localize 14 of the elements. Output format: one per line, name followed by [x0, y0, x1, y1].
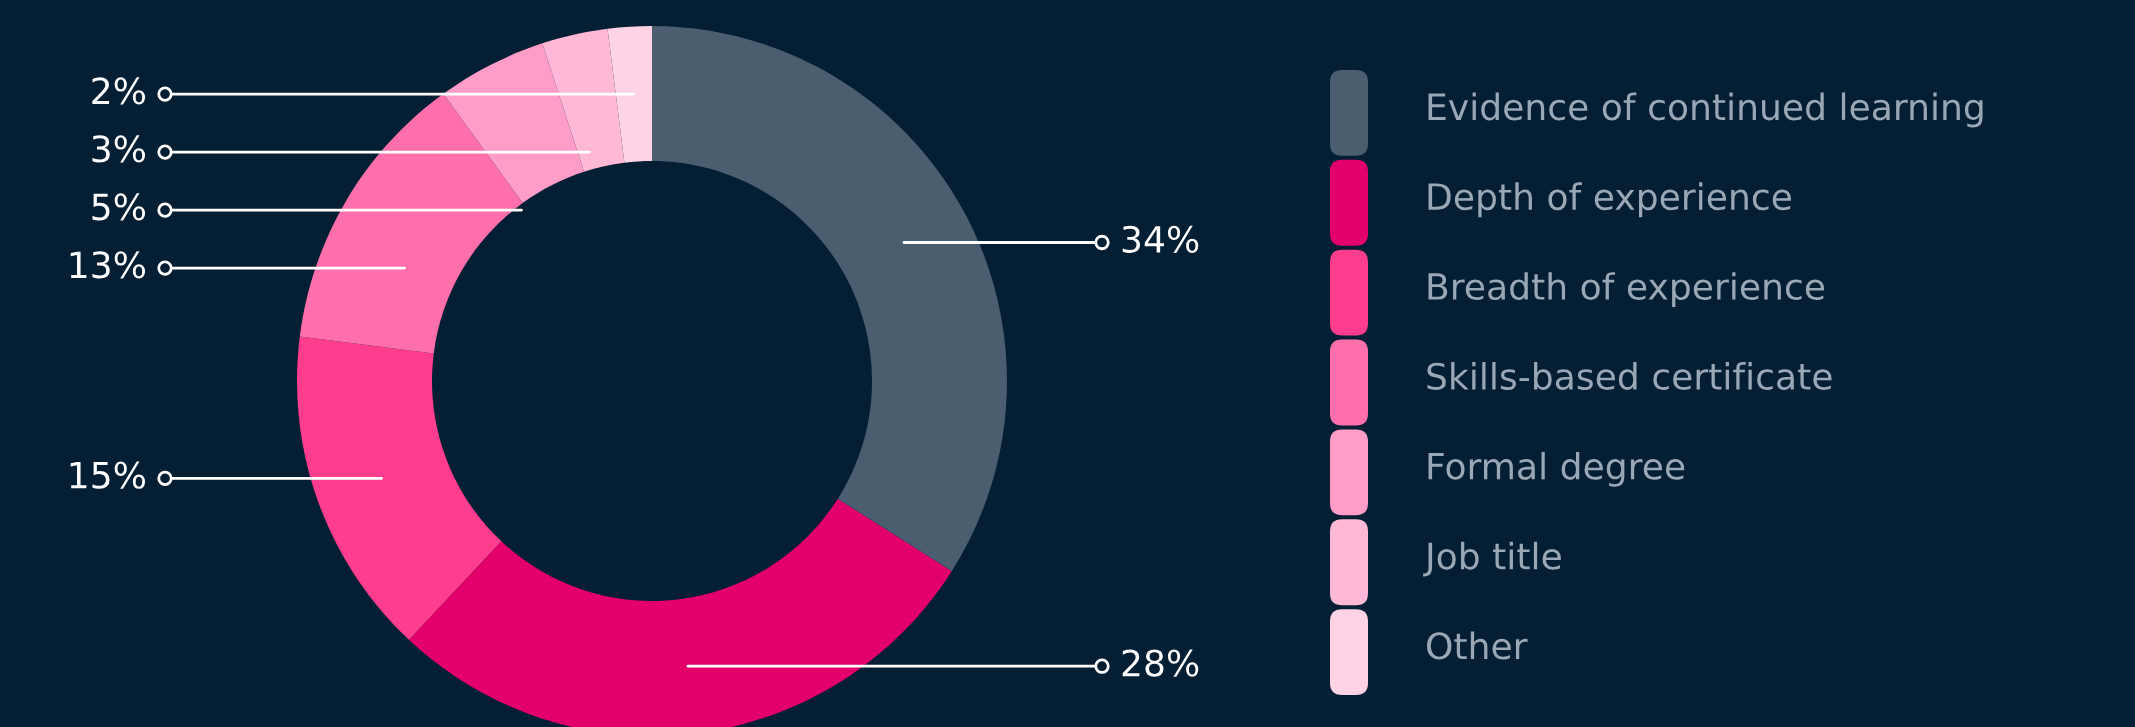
data-label: 3% — [92, 135, 146, 163]
data-label: 2% — [92, 77, 146, 105]
legend-label: Formal degree — [1428, 451, 1685, 487]
legend-label: Skills-based certificate — [1427, 362, 1832, 390]
data-label: 15% — [70, 461, 146, 489]
data-label: 5% — [92, 193, 146, 221]
legend-label: Breadth of experience — [1428, 272, 1825, 308]
data-label: 28% — [1122, 649, 1199, 677]
legend-label: Evidence of continued learning — [1428, 92, 1983, 128]
legend-label: Depth of experience — [1428, 182, 1791, 218]
legend-label: Job title — [1423, 541, 1561, 577]
data-label: 13% — [70, 251, 146, 279]
legend-label: Other — [1427, 631, 1528, 660]
data-label: 34% — [1122, 225, 1199, 253]
